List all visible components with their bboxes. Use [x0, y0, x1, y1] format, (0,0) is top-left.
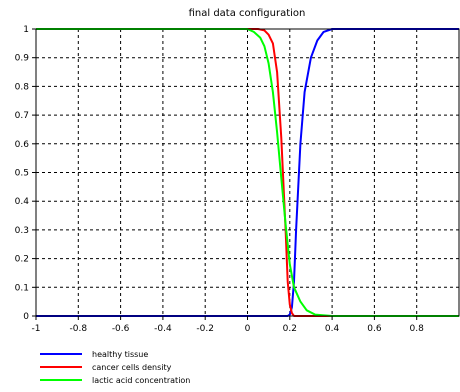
x-tick-label: 0.2 [283, 324, 297, 334]
y-tick-label: 0.5 [15, 169, 29, 179]
y-tick-label: 0.7 [15, 111, 29, 121]
y-tick-label: 0.2 [15, 255, 29, 265]
legend: healthy tissue cancer cells density lactic… [40, 350, 190, 385]
y-tick-label: 0.9 [15, 54, 30, 64]
x-tick-label: -0.6 [112, 324, 130, 334]
y-tick-label: 0.8 [15, 82, 30, 92]
x-tick-label: -0.8 [70, 324, 88, 334]
y-tick-label: 0.4 [15, 197, 30, 207]
y-tick-label: 0.3 [15, 226, 29, 236]
y-tick-label: 0 [23, 312, 29, 322]
legend-label: healthy tissue [92, 350, 148, 359]
y-tick-label: 1 [23, 25, 29, 35]
y-tick-label: 0.6 [15, 140, 30, 150]
axis-ticks: -1 -0.8 -0.6 -0.4 -0.2 0 0.2 0.4 0.6 0.8 0 0.1 0.2 0.… [15, 25, 424, 334]
x-tick-label: 0.4 [325, 324, 340, 334]
x-tick-label: -0.4 [154, 324, 172, 334]
x-tick-label: 0 [245, 324, 251, 334]
legend-label: cancer cells density [92, 363, 172, 372]
chart-title: final data configuration [189, 8, 306, 19]
series-line [36, 28, 459, 317]
x-tick-label: -1 [32, 324, 41, 334]
x-tick-label: 0.6 [367, 324, 382, 334]
x-tick-label: 0.8 [410, 324, 425, 334]
x-tick-label: -0.2 [196, 324, 214, 334]
grid-lines [36, 29, 459, 316]
y-tick-label: 0.1 [15, 283, 29, 293]
legend-label: lactic acid concentration [92, 376, 190, 385]
